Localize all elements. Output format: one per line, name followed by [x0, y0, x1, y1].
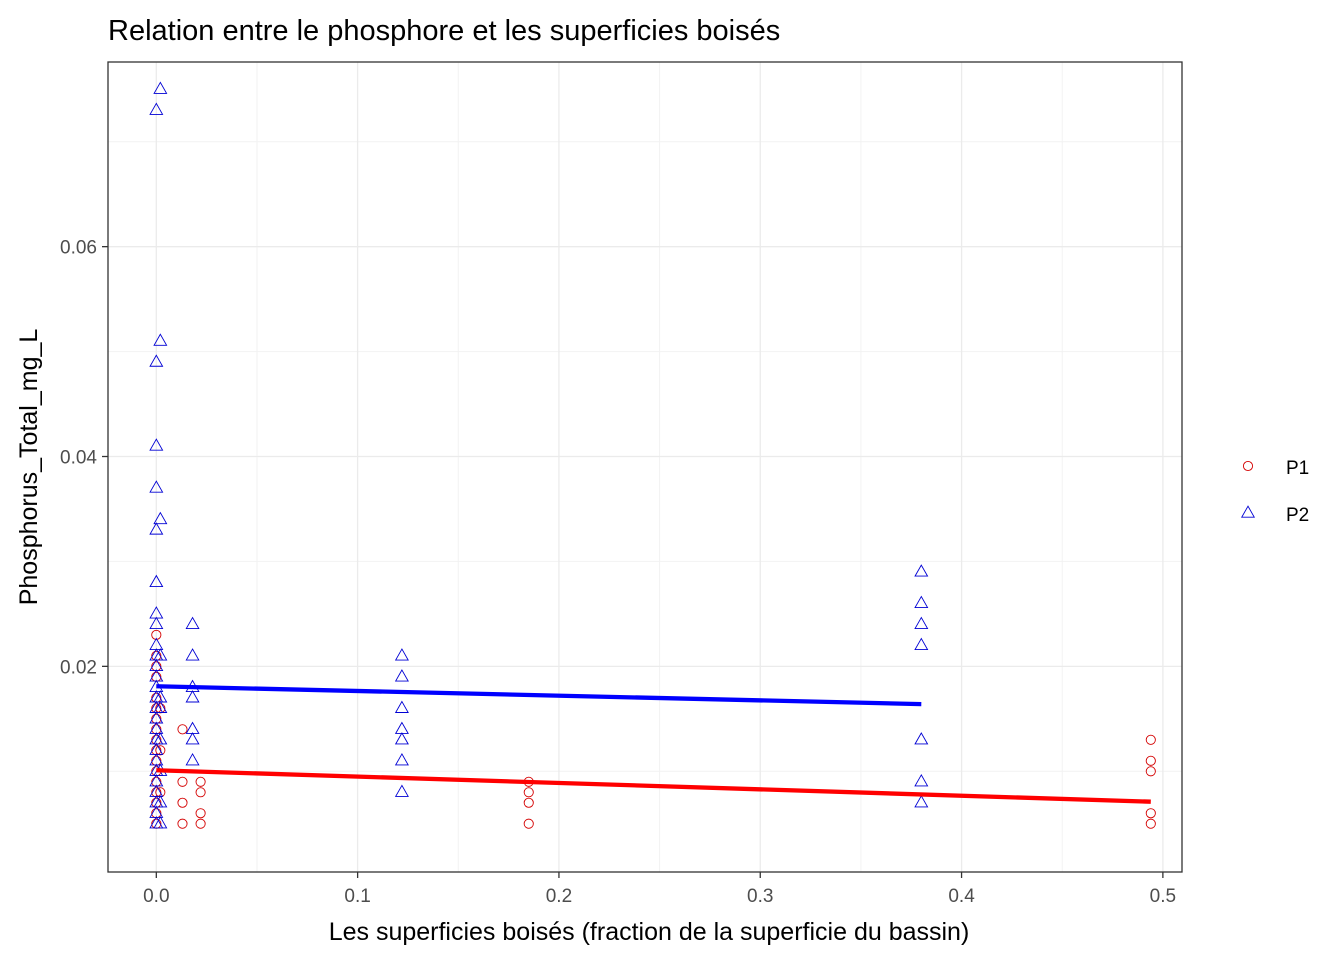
legend-key-p1: [1242, 460, 1254, 472]
data-point-p2: [149, 522, 164, 535]
data-point-p2: [914, 795, 929, 808]
data-point-p2: [914, 595, 929, 609]
data-point-p2: [914, 774, 929, 787]
data-point-p1: [177, 818, 188, 829]
data-point-p1: [177, 724, 188, 735]
x-tick-label: 0.4: [948, 886, 975, 907]
data-point-p2: [153, 81, 168, 94]
chart-title: Relation entre le phosphore et les super…: [108, 15, 780, 47]
y-tick-label: 0.06: [60, 238, 97, 259]
data-point-p2: [149, 616, 164, 630]
data-point-p1: [523, 787, 534, 798]
data-point-p2: [394, 784, 409, 797]
data-point-p2: [149, 354, 164, 367]
data-point-p2: [153, 648, 168, 661]
plot-panel-background: [108, 62, 1182, 872]
data-point-p1: [177, 776, 188, 787]
data-point-p2: [149, 480, 164, 493]
trend-line-p2: [156, 684, 922, 707]
data-point-p2: [153, 795, 168, 808]
y-tick-label: 0.04: [60, 448, 97, 469]
data-point-p1: [523, 797, 534, 808]
y-axis-title: Phosphorus_Total_mg_L: [15, 329, 43, 606]
data-point-p2: [153, 700, 168, 713]
data-point-p2: [185, 753, 200, 766]
y-axis-ticks: 0.02 0.04 0.06: [60, 238, 108, 678]
minor-gridlines: [108, 62, 1182, 872]
x-tick-label: 0.1: [344, 886, 370, 907]
data-point-p2: [914, 732, 929, 745]
data-point-p1: [195, 818, 206, 829]
data-point-p1: [523, 818, 534, 829]
x-axis-title: Les superficies boisés (fraction de la s…: [329, 918, 970, 946]
y-tick-label: 0.02: [60, 657, 97, 678]
legend: P1 P2: [1240, 458, 1309, 526]
data-point-p1: [177, 797, 188, 808]
data-point-p2: [394, 669, 409, 682]
x-axis-ticks: 0.0 0.1 0.2 0.3 0.4 0.5: [143, 872, 1176, 907]
data-point-p1: [1145, 755, 1156, 766]
data-point-p2: [394, 732, 409, 745]
data-point-p2: [153, 816, 168, 829]
data-point-p1: [1145, 766, 1156, 777]
x-tick-label: 0.2: [546, 886, 572, 907]
x-tick-label: 0.0: [143, 886, 169, 907]
major-gridlines: [108, 62, 1182, 872]
data-points: [149, 81, 1156, 829]
x-tick-label: 0.3: [747, 886, 773, 907]
series-p2-points: [149, 81, 929, 829]
data-point-p2: [153, 333, 168, 346]
data-point-p2: [149, 102, 164, 115]
data-point-p1: [195, 787, 206, 798]
legend-key-p2: [1240, 505, 1256, 518]
data-point-p2: [149, 574, 164, 588]
data-point-p2: [914, 616, 929, 630]
data-point-p2: [394, 700, 409, 713]
data-point-p2: [153, 732, 168, 745]
data-point-p1: [1145, 808, 1156, 819]
data-point-p2: [185, 648, 200, 661]
legend-label-p1: P1: [1286, 458, 1309, 479]
data-point-p2: [914, 564, 929, 577]
data-point-p1: [1145, 818, 1156, 829]
trend-lines: [156, 684, 1151, 804]
data-point-p2: [153, 511, 168, 525]
plot-panel-border: [107, 61, 1183, 873]
data-point-p1: [151, 629, 162, 640]
legend-label-p2: P2: [1286, 505, 1309, 526]
data-point-p1: [195, 776, 206, 787]
data-point-p2: [185, 616, 200, 630]
data-point-p1: [195, 808, 206, 819]
data-point-p2: [185, 690, 200, 703]
trend-line-p1: [156, 768, 1151, 804]
data-point-p2: [185, 732, 200, 745]
data-point-p2: [914, 637, 929, 650]
x-tick-label: 0.5: [1150, 886, 1176, 907]
data-point-p2: [394, 753, 409, 766]
data-point-p2: [149, 438, 164, 451]
data-point-p2: [394, 648, 409, 661]
data-point-p1: [1145, 734, 1156, 745]
